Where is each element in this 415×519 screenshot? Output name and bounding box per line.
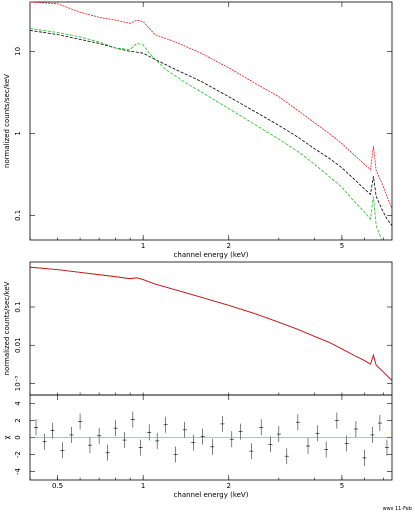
panel-top-xtick-label: 1 bbox=[141, 242, 145, 250]
panel-top-xtick-label: 5 bbox=[340, 242, 344, 250]
panel-bottom-ytick-label: -4 bbox=[14, 467, 22, 475]
panel-bottom-xtick-label: 5 bbox=[340, 482, 344, 490]
panel-middle-series bbox=[29, 266, 393, 381]
panel-bottom-series bbox=[30, 411, 392, 466]
panel-top-series-line bbox=[29, 30, 393, 226]
panel-middle-ytick-label: 0.01 bbox=[14, 337, 22, 353]
footer-stamp: wws 11-Feb bbox=[383, 506, 412, 512]
panel-top-ylabel: normalized counts/sec/keV bbox=[3, 74, 11, 168]
panel-top-spectrum: 1 2 5 0.1 1 10 normalized counts/sec/keV chan… bbox=[3, 1, 393, 259]
panel-middle-series-line bbox=[29, 266, 393, 381]
panel-bottom-ytick-label: 4 bbox=[14, 401, 22, 406]
panel-bottom-ytick-label: 2 bbox=[14, 418, 22, 422]
panel-bottom-ytick-label: 0 bbox=[14, 435, 22, 439]
panel-middle-spectrum: 0.1 0.01 10⁻³ normalized counts/sec/keV bbox=[3, 261, 393, 396]
panel-top-ticks: 1 2 5 0.1 1 10 bbox=[14, 2, 392, 250]
panel-bottom-ticks: 0.5 1 2 5 4 2 0 -2 -4 bbox=[14, 395, 392, 490]
panel-top-frame bbox=[29, 1, 393, 241]
panel-top-series bbox=[29, 1, 393, 241]
panel-bottom-xtick-label: 0.5 bbox=[52, 482, 63, 490]
panel-bottom-xtick-label: 2 bbox=[227, 482, 231, 490]
panel-top-xlabel: channel energy (keV) bbox=[174, 251, 249, 259]
panel-middle-ticks: 0.1 0.01 10⁻³ bbox=[14, 301, 392, 395]
panel-bottom-xlabel: channel energy (keV) bbox=[174, 491, 249, 499]
panel-bottom-ylabel: χ bbox=[3, 435, 11, 439]
panel-middle-frame bbox=[29, 261, 393, 396]
panel-middle-ytick-label: 10⁻³ bbox=[14, 376, 22, 392]
panel-top-series-line bbox=[29, 28, 383, 241]
panel-top-ytick-label: 10 bbox=[14, 47, 22, 56]
panel-bottom-ytick-label: -2 bbox=[14, 451, 22, 458]
panel-top-ytick-label: 1 bbox=[14, 131, 22, 135]
panel-middle-ytick-label: 0.1 bbox=[14, 301, 22, 312]
panel-top-series-line bbox=[29, 1, 393, 209]
panel-top-xtick-label: 2 bbox=[227, 242, 231, 250]
panel-bottom-residuals: 0.5 1 2 5 4 2 0 -2 -4 χ channel energy (keV) bbox=[3, 394, 393, 499]
panel-middle-ylabel: normalized counts/sec/keV bbox=[3, 281, 11, 375]
panel-bottom-xtick-label: 1 bbox=[141, 482, 145, 490]
panel-middle-series-line bbox=[29, 266, 393, 381]
panel-top-ytick-label: 0.1 bbox=[14, 210, 22, 221]
